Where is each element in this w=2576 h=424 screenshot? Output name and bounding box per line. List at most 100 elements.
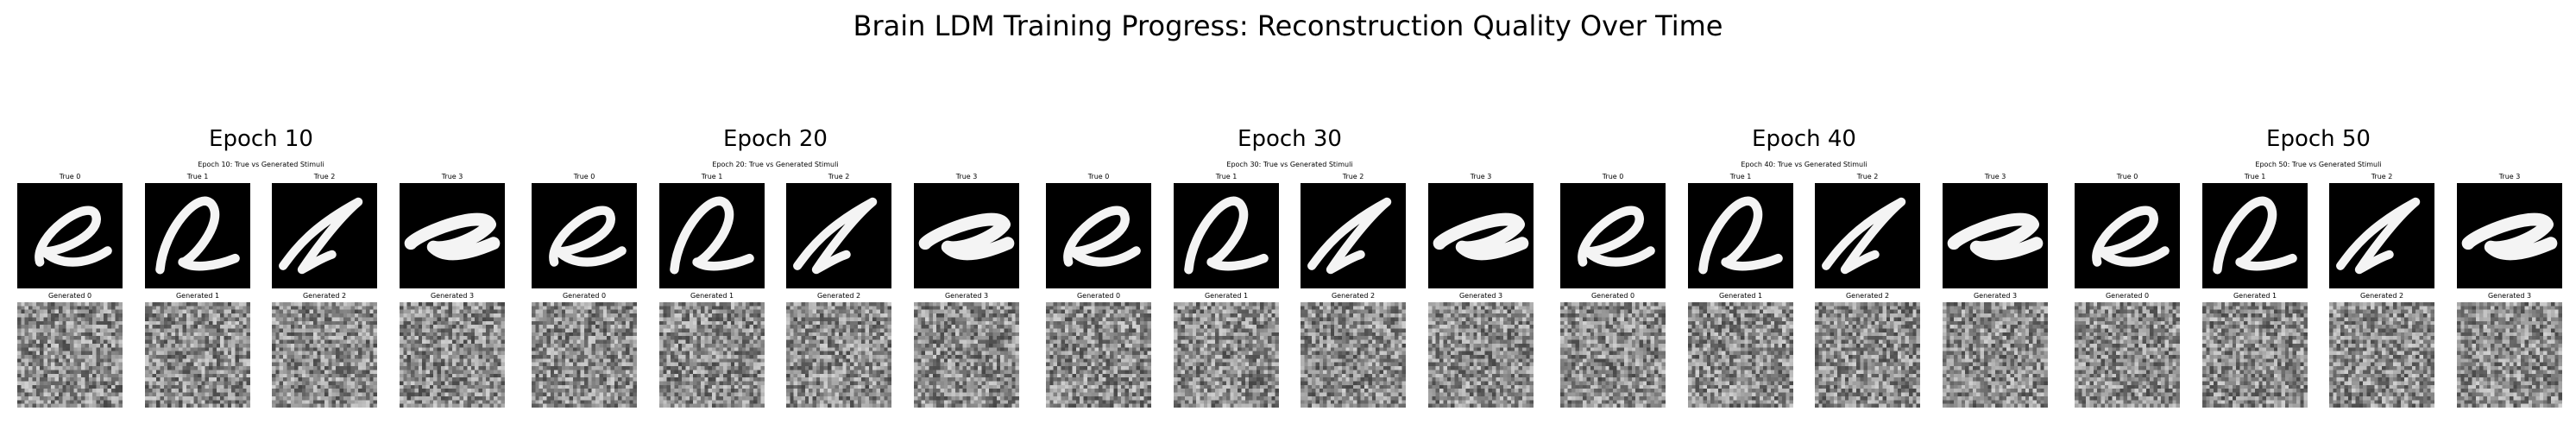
true-panel: True 2 Generated 2 <box>272 0 377 424</box>
true-panel: True 3 Generated 3 <box>914 0 1019 424</box>
generated-panel-label: Generated 0 <box>47 292 92 300</box>
true-stimulus-image <box>17 183 123 288</box>
true-panel: True 2 Generated 2 <box>2329 0 2434 424</box>
true-stimulus-image <box>1560 183 1666 288</box>
true-stimulus-image <box>400 183 505 288</box>
figure-title: Brain LDM Training Progress: Reconstruct… <box>853 9 1723 42</box>
true-panel-label: True 1 <box>701 173 723 180</box>
true-panel: True 2 Generated 2 <box>1815 0 1920 424</box>
generated-panel-label: Generated 2 <box>1845 292 1890 300</box>
generated-panel-label: Generated 3 <box>944 292 989 300</box>
epoch-subtitle: Epoch 50: True vs Generated Stimuli <box>2255 161 2382 168</box>
true-panel: True 3 Generated 3 <box>2457 0 2562 424</box>
generated-stimulus-image <box>2457 302 2562 408</box>
epoch-title: Epoch 10 <box>209 126 313 152</box>
epoch-subtitle: Epoch 10: True vs Generated Stimuli <box>198 161 324 168</box>
true-panel: True 1 Generated 1 <box>1174 0 1279 424</box>
true-panel: True 0 Generated 0 <box>17 0 123 424</box>
generated-stimulus-image <box>532 302 637 408</box>
generated-panel-label: Generated 1 <box>690 292 734 300</box>
true-panel-label: True 2 <box>1856 173 1879 180</box>
generated-stimulus-image <box>2202 302 2308 408</box>
generated-stimulus-image <box>1560 302 1666 408</box>
generated-stimulus-image <box>2075 302 2180 408</box>
generated-panel-label: Generated 3 <box>1458 292 1503 300</box>
true-stimulus-image <box>786 183 891 288</box>
true-panel-label: True 0 <box>1087 173 1110 180</box>
true-panel: True 0 Generated 0 <box>2075 0 2180 424</box>
generated-stimulus-image <box>1046 302 1151 408</box>
generated-stimulus-image <box>400 302 505 408</box>
true-panel-label: True 3 <box>1470 173 1492 180</box>
true-panel-label: True 2 <box>1342 173 1364 180</box>
true-stimulus-image <box>532 183 637 288</box>
true-panel-label: True 2 <box>828 173 850 180</box>
true-panel-label: True 1 <box>2244 173 2266 180</box>
true-stimulus-image <box>2202 183 2308 288</box>
true-panel: True 1 Generated 1 <box>659 0 765 424</box>
true-stimulus-image <box>1943 183 2048 288</box>
epoch-subtitle: Epoch 30: True vs Generated Stimuli <box>1226 161 1353 168</box>
true-panel: True 3 Generated 3 <box>400 0 505 424</box>
true-stimulus-image <box>1815 183 1920 288</box>
true-panel: True 1 Generated 1 <box>2202 0 2308 424</box>
epoch-title: Epoch 20 <box>723 126 828 152</box>
epoch-block: Epoch 50 Epoch 50: True vs Generated Stim… <box>2075 0 2562 424</box>
true-panel-label: True 3 <box>955 173 978 180</box>
generated-panel-label: Generated 0 <box>2105 292 2150 300</box>
epoch-subtitle: Epoch 40: True vs Generated Stimuli <box>1741 161 1867 168</box>
generated-panel-label: Generated 0 <box>1076 292 1121 300</box>
true-panel: True 0 Generated 0 <box>532 0 637 424</box>
generated-stimulus-image <box>1943 302 2048 408</box>
true-stimulus-image <box>659 183 765 288</box>
generated-stimulus-image <box>1815 302 1920 408</box>
generated-panel-label: Generated 3 <box>2487 292 2532 300</box>
true-panel: True 0 Generated 0 <box>1560 0 1666 424</box>
true-panel-label: True 2 <box>313 173 336 180</box>
epoch-block: Epoch 40 Epoch 40: True vs Generated Stim… <box>1560 0 2048 424</box>
true-panel-label: True 3 <box>441 173 463 180</box>
epoch-title: Epoch 30 <box>1238 126 1342 152</box>
true-stimulus-image <box>2075 183 2180 288</box>
true-stimulus-image <box>272 183 377 288</box>
true-panel-label: True 1 <box>186 173 209 180</box>
generated-stimulus-image <box>1428 302 1534 408</box>
true-panel-label: True 0 <box>59 173 81 180</box>
epoch-block: Epoch 10 Epoch 10: True vs Generated Stim… <box>17 0 505 424</box>
true-panel: True 1 Generated 1 <box>1688 0 1793 424</box>
true-panel: True 3 Generated 3 <box>1428 0 1534 424</box>
generated-stimulus-image <box>145 302 250 408</box>
true-stimulus-image <box>1301 183 1406 288</box>
generated-stimulus-image <box>1301 302 1406 408</box>
true-panel-label: True 0 <box>1602 173 1624 180</box>
generated-panel-label: Generated 0 <box>1590 292 1635 300</box>
epoch-block: Epoch 20 Epoch 20: True vs Generated Stim… <box>532 0 1019 424</box>
true-panel-label: True 3 <box>1984 173 2006 180</box>
true-panel-label: True 3 <box>2498 173 2521 180</box>
generated-stimulus-image <box>272 302 377 408</box>
generated-stimulus-image <box>1688 302 1793 408</box>
generated-panel-label: Generated 0 <box>562 292 607 300</box>
generated-stimulus-image <box>2329 302 2434 408</box>
true-panel: True 1 Generated 1 <box>145 0 250 424</box>
epoch-subtitle: Epoch 20: True vs Generated Stimuli <box>712 161 839 168</box>
generated-panel-label: Generated 2 <box>2359 292 2404 300</box>
generated-panel-label: Generated 1 <box>1718 292 1763 300</box>
epoch-block: Epoch 30 Epoch 30: True vs Generated Stim… <box>1046 0 1534 424</box>
true-panel-label: True 1 <box>1215 173 1238 180</box>
generated-stimulus-image <box>914 302 1019 408</box>
true-stimulus-image <box>1428 183 1534 288</box>
generated-panel-label: Generated 2 <box>816 292 861 300</box>
true-panel-label: True 0 <box>573 173 595 180</box>
true-panel: True 2 Generated 2 <box>1301 0 1406 424</box>
generated-panel-label: Generated 3 <box>430 292 475 300</box>
generated-panel-label: Generated 2 <box>302 292 347 300</box>
true-panel: True 2 Generated 2 <box>786 0 891 424</box>
generated-panel-label: Generated 1 <box>1204 292 1249 300</box>
true-stimulus-image <box>914 183 1019 288</box>
true-stimulus-image <box>145 183 250 288</box>
true-stimulus-image <box>2457 183 2562 288</box>
true-stimulus-image <box>1174 183 1279 288</box>
true-stimulus-image <box>1688 183 1793 288</box>
generated-stimulus-image <box>659 302 765 408</box>
